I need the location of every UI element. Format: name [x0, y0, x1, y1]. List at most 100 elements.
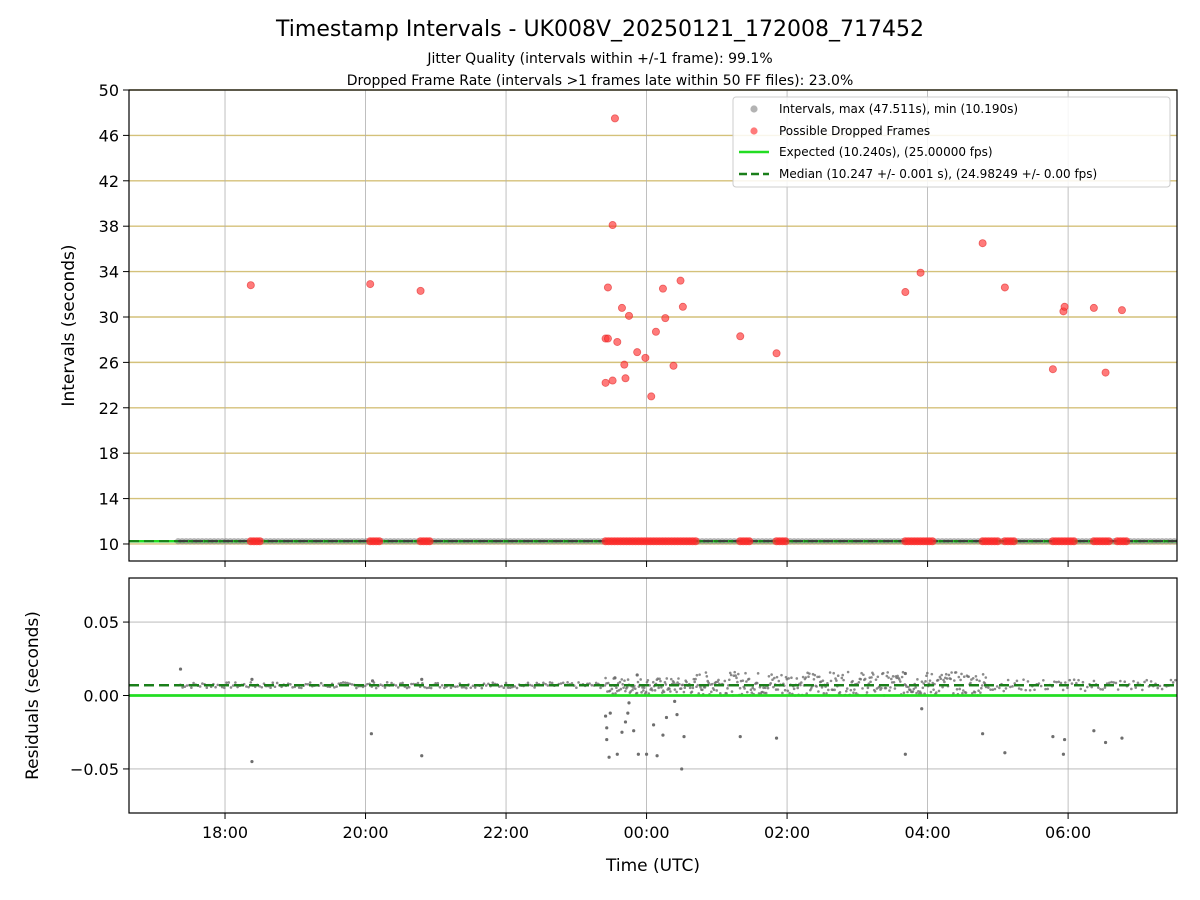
- dropped-frame-point: [647, 392, 656, 401]
- residual-marker: [1174, 678, 1177, 682]
- residual-marker: [672, 681, 676, 684]
- residual-marker: [776, 688, 780, 691]
- dropped-frame-marker: [1069, 537, 1078, 546]
- residual-marker: [998, 686, 1001, 690]
- dropped-frame-point: [978, 239, 987, 248]
- residual-marker: [405, 686, 409, 690]
- residual-point: [774, 736, 779, 740]
- residual-marker: [608, 689, 612, 693]
- residual-point: [605, 726, 609, 730]
- residuals-plot-frame: [128, 577, 1178, 814]
- residual-marker: [836, 674, 840, 678]
- residual-marker: [952, 691, 955, 695]
- residual-marker: [1026, 680, 1030, 683]
- residual-marker: [429, 686, 433, 690]
- residual-marker: [892, 681, 896, 684]
- residual-marker: [341, 681, 345, 684]
- residual-marker: [681, 683, 685, 687]
- residual-marker: [590, 683, 594, 687]
- residual-markers: [176, 667, 1177, 771]
- residual-marker: [1075, 681, 1078, 685]
- residual-marker: [831, 688, 835, 692]
- residual-marker: [725, 692, 728, 695]
- residual-marker: [610, 687, 614, 691]
- residual-marker: [306, 683, 310, 686]
- residual-marker: [784, 675, 788, 679]
- dropped-frame-point: [1060, 302, 1069, 311]
- residual-point: [981, 732, 985, 736]
- residual-marker: [935, 691, 938, 694]
- residual-marker: [932, 688, 935, 691]
- residual-marker: [185, 684, 189, 687]
- residual-marker: [648, 684, 651, 687]
- residual-marker: [465, 686, 468, 690]
- residual-marker: [1108, 681, 1111, 685]
- residual-marker: [1072, 678, 1076, 682]
- residual-marker: [770, 673, 773, 676]
- residual-marker: [936, 678, 940, 682]
- residual-marker: [644, 690, 648, 694]
- residual-marker: [841, 673, 845, 677]
- residual-point: [1003, 751, 1007, 755]
- x-tick-label: 00:00: [624, 823, 670, 842]
- residual-marker: [767, 675, 771, 678]
- residual-marker: [697, 692, 701, 695]
- residual-marker: [651, 688, 654, 692]
- residual-marker: [928, 679, 932, 682]
- residual-marker: [1097, 686, 1100, 689]
- residual-marker: [694, 677, 697, 681]
- intervals-axis-label: Intervals (seconds): [59, 244, 79, 406]
- residual-marker: [229, 686, 233, 689]
- residual-marker: [813, 673, 817, 677]
- residual-marker: [484, 684, 488, 687]
- residual-marker: [646, 678, 650, 682]
- residual-marker: [971, 691, 974, 695]
- residual-marker: [1066, 686, 1069, 690]
- dropped-frame-marker: [1122, 537, 1131, 546]
- dropped-frame-point: [610, 114, 619, 123]
- dropped-frame-point: [613, 337, 622, 346]
- residual-marker: [636, 680, 640, 684]
- residual-marker: [421, 681, 424, 685]
- residual-marker: [890, 677, 893, 681]
- residual-marker: [633, 687, 637, 690]
- residual-marker: [394, 684, 398, 687]
- residual-marker: [852, 691, 855, 695]
- residual-marker: [1160, 687, 1164, 691]
- residual-marker: [645, 680, 649, 684]
- residual-marker: [669, 690, 672, 693]
- residual-marker: [1053, 680, 1056, 683]
- residual-marker: [1015, 679, 1019, 683]
- legend: Intervals, max (47.511s), min (10.190s) P…: [732, 96, 1171, 188]
- residual-marker: [621, 683, 624, 686]
- residual-marker: [741, 679, 745, 682]
- residual-marker: [756, 672, 760, 675]
- residual-marker: [546, 684, 550, 687]
- dropped-frame-point: [916, 268, 925, 277]
- residual-marker: [333, 686, 336, 689]
- residual-marker: [699, 686, 702, 689]
- residual-marker: [790, 676, 793, 680]
- y-tick-label: 50: [99, 81, 119, 100]
- residual-marker: [885, 674, 889, 678]
- residual-marker: [744, 671, 747, 675]
- residual-marker: [631, 688, 634, 692]
- residual-marker: [622, 686, 625, 689]
- residual-marker: [835, 679, 838, 682]
- residual-marker: [827, 688, 830, 692]
- residual-marker: [658, 677, 661, 681]
- residual-marker: [348, 682, 352, 686]
- bottom-panel-plot-area: [129, 667, 1177, 771]
- residual-marker: [958, 687, 962, 691]
- residual-marker: [876, 675, 880, 679]
- residual-marker: [669, 677, 673, 681]
- residual-marker: [1070, 682, 1074, 685]
- residual-marker: [833, 688, 836, 692]
- residual-marker: [1143, 680, 1146, 684]
- residual-marker: [828, 671, 832, 674]
- residual-marker: [942, 678, 945, 682]
- residual-marker: [559, 682, 563, 685]
- residual-marker: [604, 676, 607, 680]
- residual-marker: [962, 689, 965, 692]
